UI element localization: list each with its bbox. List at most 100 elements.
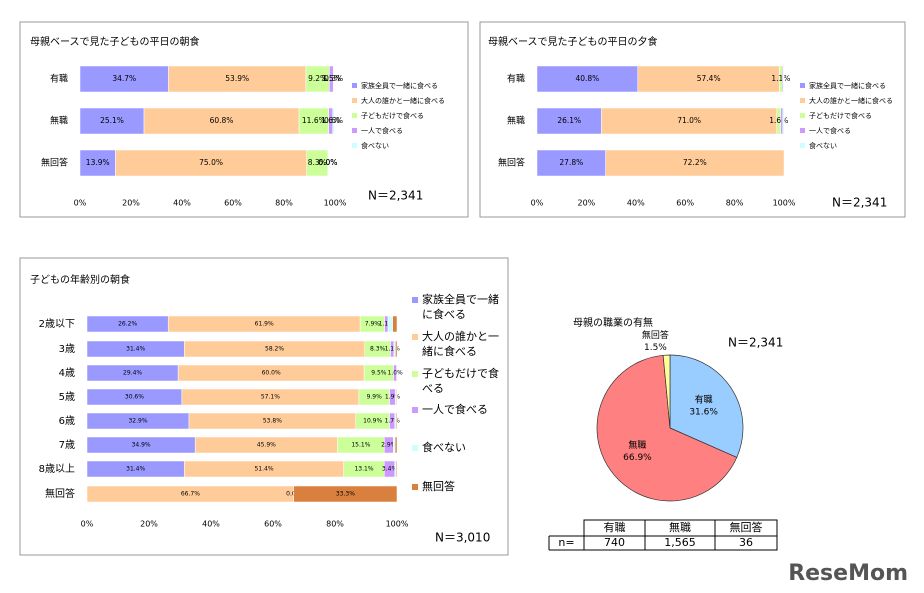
value-label: 34.9% <box>132 442 151 449</box>
legend-item: 食べない <box>422 441 466 454</box>
category-label: 5歳 <box>59 391 75 403</box>
legend-label: 家族全員で一緒に食べる <box>422 293 499 321</box>
bar-segment <box>601 107 778 135</box>
x-tick-label: 20% <box>140 520 158 529</box>
chart-title: 子どもの年齢別の朝食 <box>30 273 130 286</box>
legend-label: 大人の誰かと一緒に食べる <box>422 330 499 358</box>
value-label: 0.3% <box>324 74 343 83</box>
value-label: 1.1% <box>379 321 395 328</box>
value-label: 1.6% <box>321 116 340 125</box>
bar-segment <box>143 107 300 135</box>
value-label: 8.3% <box>308 158 327 167</box>
value-label: 34.7% <box>112 74 136 83</box>
legend-label: 大人の誰かと一緒に食べる <box>361 96 445 105</box>
category-label: 4歳 <box>59 367 75 379</box>
category-label: 有職 <box>507 73 525 85</box>
legend-swatch <box>352 128 357 133</box>
annotation: N＝2,341 <box>368 189 423 203</box>
value-label: 26.2% <box>118 321 137 328</box>
value-label: 11.6% <box>302 116 326 125</box>
value-label: 32.9% <box>128 418 147 425</box>
legend-label: 一人で食べる <box>422 403 488 416</box>
panel-frame <box>19 21 469 218</box>
category-label: 無回答 <box>45 487 75 500</box>
panel-frame <box>19 257 509 556</box>
bar-segment <box>79 149 116 177</box>
legend-label: 食べない <box>809 141 837 150</box>
x-tick-label: 100% <box>773 199 796 208</box>
chart-title: 母親の職業の有無 <box>573 316 653 329</box>
x-tick-label: 60% <box>224 199 242 208</box>
panel-frame <box>479 21 906 218</box>
value-label: 58.2% <box>265 346 284 353</box>
bar-segment <box>396 388 398 406</box>
bar-segment <box>782 107 785 135</box>
bar-segment <box>395 412 398 430</box>
slice-label: 有職 <box>695 394 713 406</box>
value-label: 53.9% <box>225 74 249 83</box>
value-label: 1.6% <box>769 116 788 125</box>
value-label: 9.9% <box>367 394 383 401</box>
x-tick-label: 0% <box>531 199 544 208</box>
bar-segment <box>332 65 335 93</box>
bar-segment <box>780 107 784 135</box>
value-label: 31.4% <box>126 346 145 353</box>
legend-label: 一人で食べる <box>361 126 403 135</box>
legend-item: 大人の誰かと一緒に食べる <box>422 330 499 358</box>
legend-item: 無回答 <box>422 480 455 493</box>
table-header: 無回答 <box>730 520 763 534</box>
bar-segment <box>79 65 169 93</box>
legend-swatch <box>412 445 418 451</box>
x-tick-label: 80% <box>726 199 744 208</box>
x-tick-label: 80% <box>275 199 293 208</box>
bar-segment <box>536 65 639 93</box>
x-tick-label: 60% <box>264 520 282 529</box>
value-label: 31.6% <box>689 408 718 418</box>
value-label: 9.2% <box>308 74 327 83</box>
x-tick-label: 0% <box>74 199 87 208</box>
legend-label: 子どもだけで食べる <box>361 111 424 120</box>
value-label: 33.3% <box>336 491 355 498</box>
category-label: 6歳 <box>59 415 75 427</box>
category-label: 3歳 <box>59 343 75 355</box>
table-header: 無職 <box>669 520 691 534</box>
bar-segment <box>332 107 335 135</box>
value-label: 0.0% <box>318 158 337 167</box>
bar-segment <box>306 149 329 177</box>
value-label: 13.9% <box>86 158 110 167</box>
bar-segment <box>115 149 307 177</box>
value-label: 71.0% <box>677 116 701 125</box>
legend-swatch <box>412 297 418 303</box>
category-label: 無回答 <box>41 157 68 169</box>
value-label: 31.4% <box>126 466 145 473</box>
value-label: 0.6% <box>324 116 343 125</box>
legend-swatch <box>412 407 418 413</box>
value-label: 1.1% <box>385 346 401 353</box>
table-cell: 1,565 <box>664 536 696 549</box>
legend-label: 食べない <box>361 141 389 150</box>
value-label: 66.9% <box>623 453 652 463</box>
bar-segment <box>394 436 398 454</box>
pie-slice <box>669 354 744 458</box>
legend-swatch <box>352 113 357 118</box>
table-cell: 36 <box>739 536 753 549</box>
value-label: 0.0% <box>318 158 337 167</box>
bar-segment <box>387 315 393 333</box>
chart-title: 母親ベースで見た子どもの平日の夕食 <box>488 35 658 48</box>
slice-label: 無職 <box>628 439 646 451</box>
legend-label: 子どもだけで食べる <box>809 111 872 120</box>
value-label: 27.8% <box>559 158 583 167</box>
legend-swatch <box>800 83 805 88</box>
value-label: 75.0% <box>199 158 223 167</box>
x-tick-label: 20% <box>578 199 596 208</box>
value-label: 10.9% <box>363 418 382 425</box>
bar-segment <box>783 65 785 93</box>
x-tick-label: 60% <box>676 199 694 208</box>
value-label: 53.8% <box>263 418 282 425</box>
value-label: 30.6% <box>125 394 144 401</box>
bar-segment <box>637 65 780 93</box>
chart-title: 母親ベースで見た子どもの平日の朝食 <box>30 35 200 48</box>
x-tick-label: 40% <box>173 199 191 208</box>
annotation: N＝2,341 <box>728 336 783 350</box>
